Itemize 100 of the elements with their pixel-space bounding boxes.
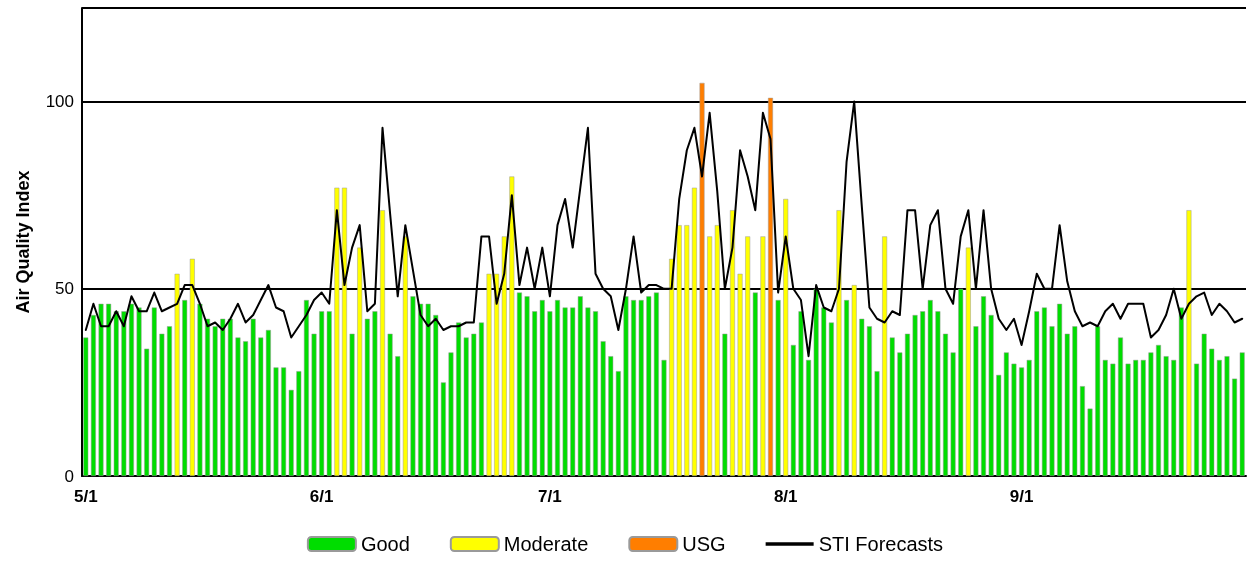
bar xyxy=(1186,210,1192,476)
bar xyxy=(303,300,309,476)
bar xyxy=(98,303,104,476)
bar xyxy=(950,352,956,476)
bar xyxy=(516,292,522,476)
bar xyxy=(760,236,766,476)
bar xyxy=(813,288,819,476)
bar xyxy=(159,333,165,476)
bar xyxy=(1156,344,1161,476)
bar xyxy=(288,389,294,476)
bar xyxy=(387,333,393,476)
bar xyxy=(691,187,697,476)
bar xyxy=(524,296,530,476)
bar xyxy=(844,300,850,476)
legend-label: STI Forecasts xyxy=(818,533,944,555)
bar xyxy=(653,292,659,476)
bar xyxy=(1034,311,1040,476)
bar xyxy=(273,367,279,476)
bar xyxy=(1216,359,1222,476)
bar xyxy=(243,341,249,476)
bar xyxy=(912,315,918,476)
bar xyxy=(547,311,553,476)
bar xyxy=(342,187,347,476)
bar xyxy=(1201,333,1207,476)
bar xyxy=(1064,333,1070,476)
bar xyxy=(83,337,89,476)
bar xyxy=(904,333,910,476)
bar xyxy=(311,333,317,476)
bar xyxy=(448,352,454,476)
bar xyxy=(1057,303,1063,476)
bar xyxy=(433,315,439,476)
bar xyxy=(874,371,880,476)
bar xyxy=(828,322,834,476)
bar xyxy=(631,300,637,476)
bar xyxy=(425,303,431,476)
bar xyxy=(859,318,865,476)
bar xyxy=(1239,352,1245,476)
bar xyxy=(1087,408,1093,476)
bar xyxy=(973,326,979,476)
bar xyxy=(669,258,675,476)
bar xyxy=(121,311,127,476)
bar xyxy=(1209,348,1215,476)
bar xyxy=(600,341,606,476)
bar xyxy=(349,333,355,476)
bar xyxy=(265,329,271,476)
bar xyxy=(1148,352,1154,476)
bar xyxy=(1049,326,1055,476)
bar xyxy=(486,273,492,476)
bar xyxy=(1232,378,1238,476)
bar xyxy=(798,311,804,476)
bar xyxy=(136,307,142,476)
bar xyxy=(661,359,667,476)
bar xyxy=(197,303,203,476)
bar xyxy=(806,359,812,476)
bar xyxy=(623,296,629,476)
bar xyxy=(1079,386,1085,476)
bar xyxy=(836,210,842,476)
bar xyxy=(174,273,180,476)
bar xyxy=(737,273,743,476)
bar xyxy=(90,315,96,476)
y-tick-label: 0 xyxy=(64,466,74,486)
bar xyxy=(440,382,446,476)
bar xyxy=(1041,307,1047,476)
bar xyxy=(334,187,340,476)
legend-label: Good xyxy=(360,533,410,555)
bar xyxy=(646,296,652,476)
bar xyxy=(1125,363,1131,476)
bar xyxy=(509,176,515,476)
bar xyxy=(935,311,941,476)
legend-label: Moderate xyxy=(503,533,589,555)
bar xyxy=(821,307,827,476)
bar xyxy=(205,318,210,476)
bar xyxy=(555,300,560,476)
bar xyxy=(730,210,735,476)
bar xyxy=(410,296,416,476)
y-axis-title: Air Quality Index xyxy=(13,170,33,314)
bar xyxy=(593,311,598,476)
bar xyxy=(988,315,994,476)
x-tick-label: 7/1 xyxy=(538,487,562,506)
bar xyxy=(235,337,241,476)
y-tick-label: 50 xyxy=(55,279,74,299)
bar xyxy=(722,333,728,476)
bar xyxy=(981,296,986,476)
bar xyxy=(676,225,682,476)
bar xyxy=(471,333,477,476)
bar xyxy=(1118,337,1123,476)
bar xyxy=(768,97,773,476)
line-series xyxy=(84,100,1244,358)
bar xyxy=(372,311,378,476)
bar xyxy=(1019,367,1025,476)
bar xyxy=(943,333,948,476)
x-tick-label: 8/1 xyxy=(773,487,798,506)
bar xyxy=(638,300,644,476)
bar xyxy=(418,303,424,476)
bar xyxy=(456,322,462,476)
bar xyxy=(1163,356,1169,476)
bar xyxy=(1011,363,1017,476)
bar xyxy=(775,300,781,476)
bar xyxy=(212,326,218,476)
x-tick-label: 9/1 xyxy=(1009,487,1034,506)
